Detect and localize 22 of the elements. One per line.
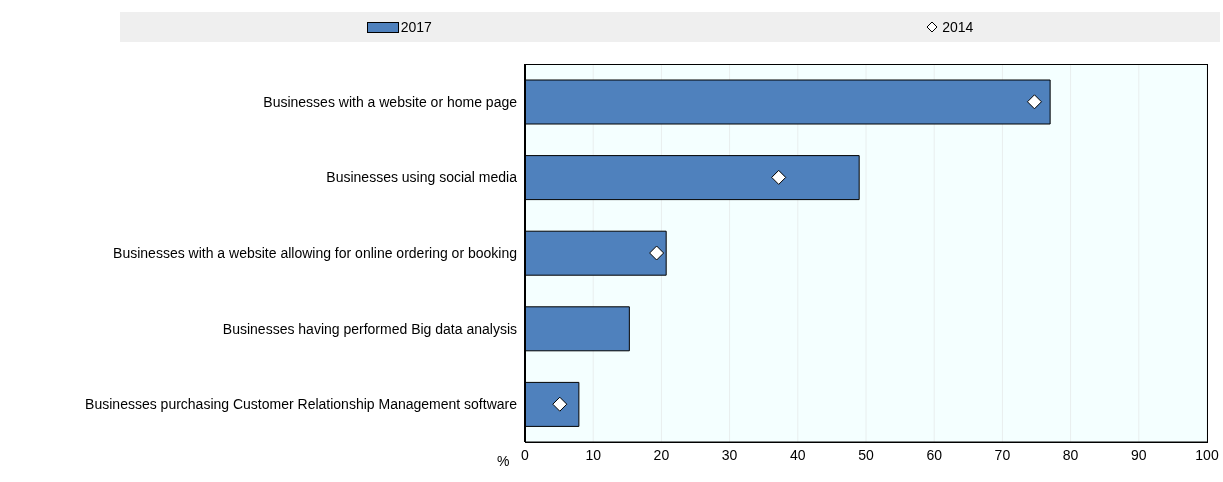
x-tick-label: 90: [1131, 446, 1147, 463]
point: [1026, 94, 1042, 110]
point: [771, 169, 787, 185]
y-tick-label: Businesses having performed Big data analysis: [222, 320, 517, 337]
point: [649, 245, 665, 261]
y-tick-label: Businesses with a website or home page: [263, 93, 518, 110]
x-axis-title: %: [497, 453, 510, 469]
legend-label: 2017: [399, 19, 432, 35]
x-tick-label: 100: [1195, 446, 1219, 463]
x-tick-label: 0: [521, 446, 530, 463]
x-tick-label: 80: [1062, 446, 1079, 463]
x-tick-label: 50: [858, 446, 874, 463]
x-tick-label: 60: [926, 446, 943, 463]
y-tick-label: Businesses purchasing Customer Relationship Management software: [85, 396, 518, 413]
x-tick-label: 20: [653, 446, 670, 463]
y-tick-label: Businesses with a website allowing for online ordering or booking: [113, 244, 517, 261]
x-tick-label: 30: [721, 446, 738, 463]
x-tick-label: 10: [585, 446, 602, 463]
x-tick-label: 70: [994, 446, 1011, 463]
y-tick-label: Businesses using social media: [326, 169, 518, 186]
legend-label: 2014: [941, 19, 974, 35]
x-tick-label: 40: [790, 446, 806, 463]
